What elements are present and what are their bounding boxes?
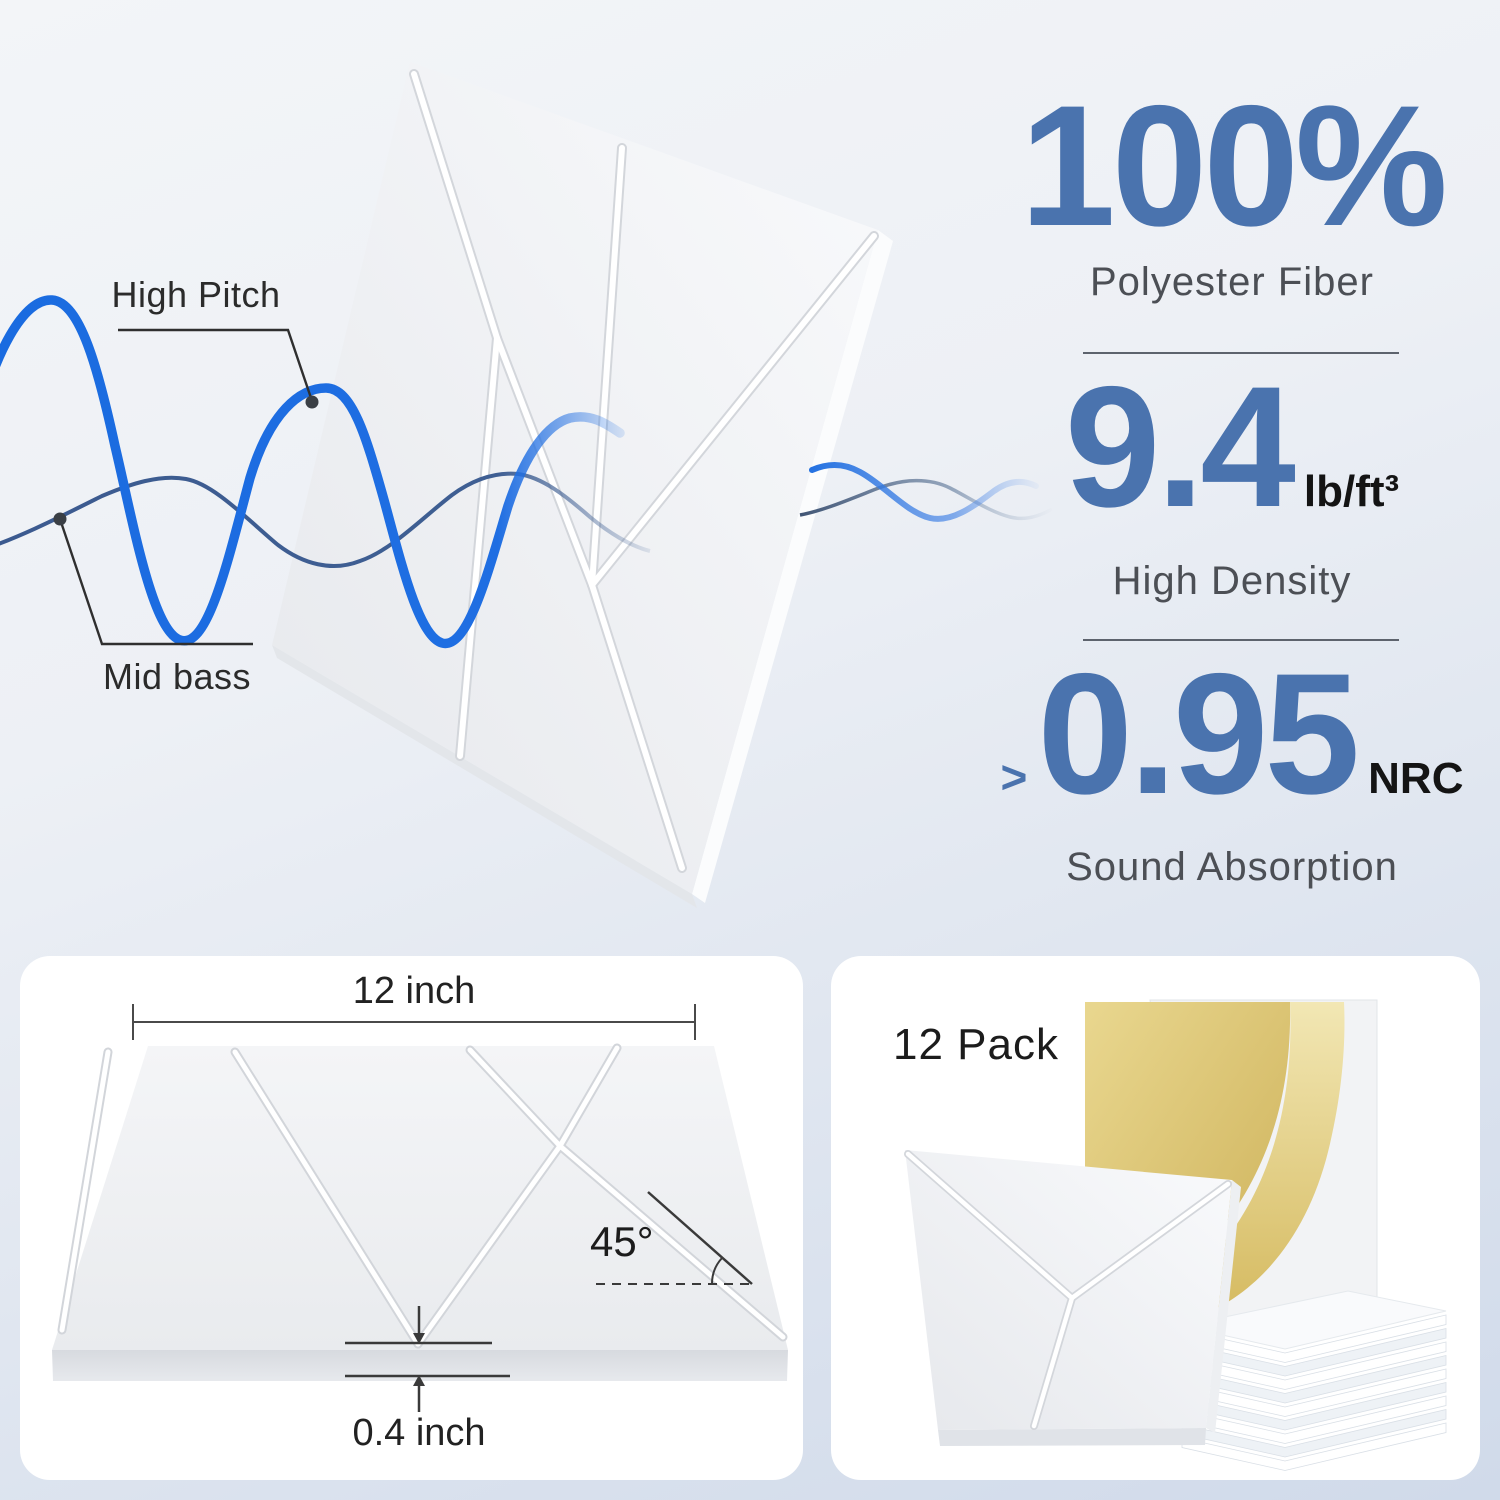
dimension-panel	[52, 1004, 788, 1412]
mid-bass-leader-line	[59, 521, 253, 646]
sound-waves	[0, 295, 1053, 648]
pack-artwork	[904, 999, 1447, 1471]
stat-polyester-label: Polyester Fiber	[1090, 260, 1374, 304]
hero-panel-side-edge	[692, 230, 893, 903]
stat-nrc-label: Sound Absorption	[1066, 845, 1398, 889]
mid-bass-dot	[53, 512, 67, 526]
stat-divider	[1083, 352, 1399, 354]
panel-width-label: 12 inch	[352, 970, 476, 1012]
stat-nrc-unit: NRC	[1368, 754, 1464, 803]
panel-angle-label: 45°	[590, 1218, 654, 1265]
stat-divider	[1083, 639, 1399, 641]
panel-thickness-label: 0.4 inch	[352, 1412, 486, 1454]
exit-wave-navy	[799, 478, 1053, 521]
pack-front-panel	[904, 1150, 1241, 1446]
sound-wave-mid-bass	[0, 471, 651, 568]
width-dimension-line	[132, 1004, 696, 1040]
mid-bass-label: Mid bass	[102, 656, 252, 697]
high-pitch-label: High Pitch	[111, 274, 281, 315]
pack-count-label: 12 Pack	[893, 1020, 1059, 1069]
exit-wave-blue	[809, 462, 1039, 522]
thickness-annotation	[345, 1306, 510, 1412]
dimension-panel-grooves	[57, 1043, 788, 1349]
hero-panel-face	[272, 62, 878, 894]
dimension-panel-front-face	[52, 1350, 788, 1381]
angle-annotation	[596, 1191, 753, 1285]
high-pitch-leader-line	[118, 328, 313, 399]
dimension-panel-face	[52, 1046, 788, 1350]
stat-polyester-value: 100%	[992, 80, 1472, 252]
stat-nrc-number: 0.95	[1037, 638, 1360, 830]
stat-density-number: 9.4	[1064, 351, 1296, 543]
adhesive-gold-curl	[1100, 1002, 1345, 1317]
sound-wave-high-pitch	[0, 295, 625, 648]
hero-panel-bottom-edge	[272, 645, 697, 908]
high-pitch-dot	[305, 395, 319, 409]
stat-polyester-number: 100%	[1020, 70, 1448, 262]
stat-density-value: 9.4 lb/ft³	[992, 361, 1472, 533]
hero-panel-grooves	[409, 69, 879, 873]
stat-nrc-value: >0.95 NRC	[992, 648, 1472, 820]
stat-nrc-prefix: >	[1000, 751, 1028, 803]
hero-panel	[272, 62, 893, 908]
stat-density-label: High Density	[1112, 559, 1352, 603]
callout-lines	[59, 328, 313, 646]
stat-density-unit: lb/ft³	[1303, 467, 1400, 516]
